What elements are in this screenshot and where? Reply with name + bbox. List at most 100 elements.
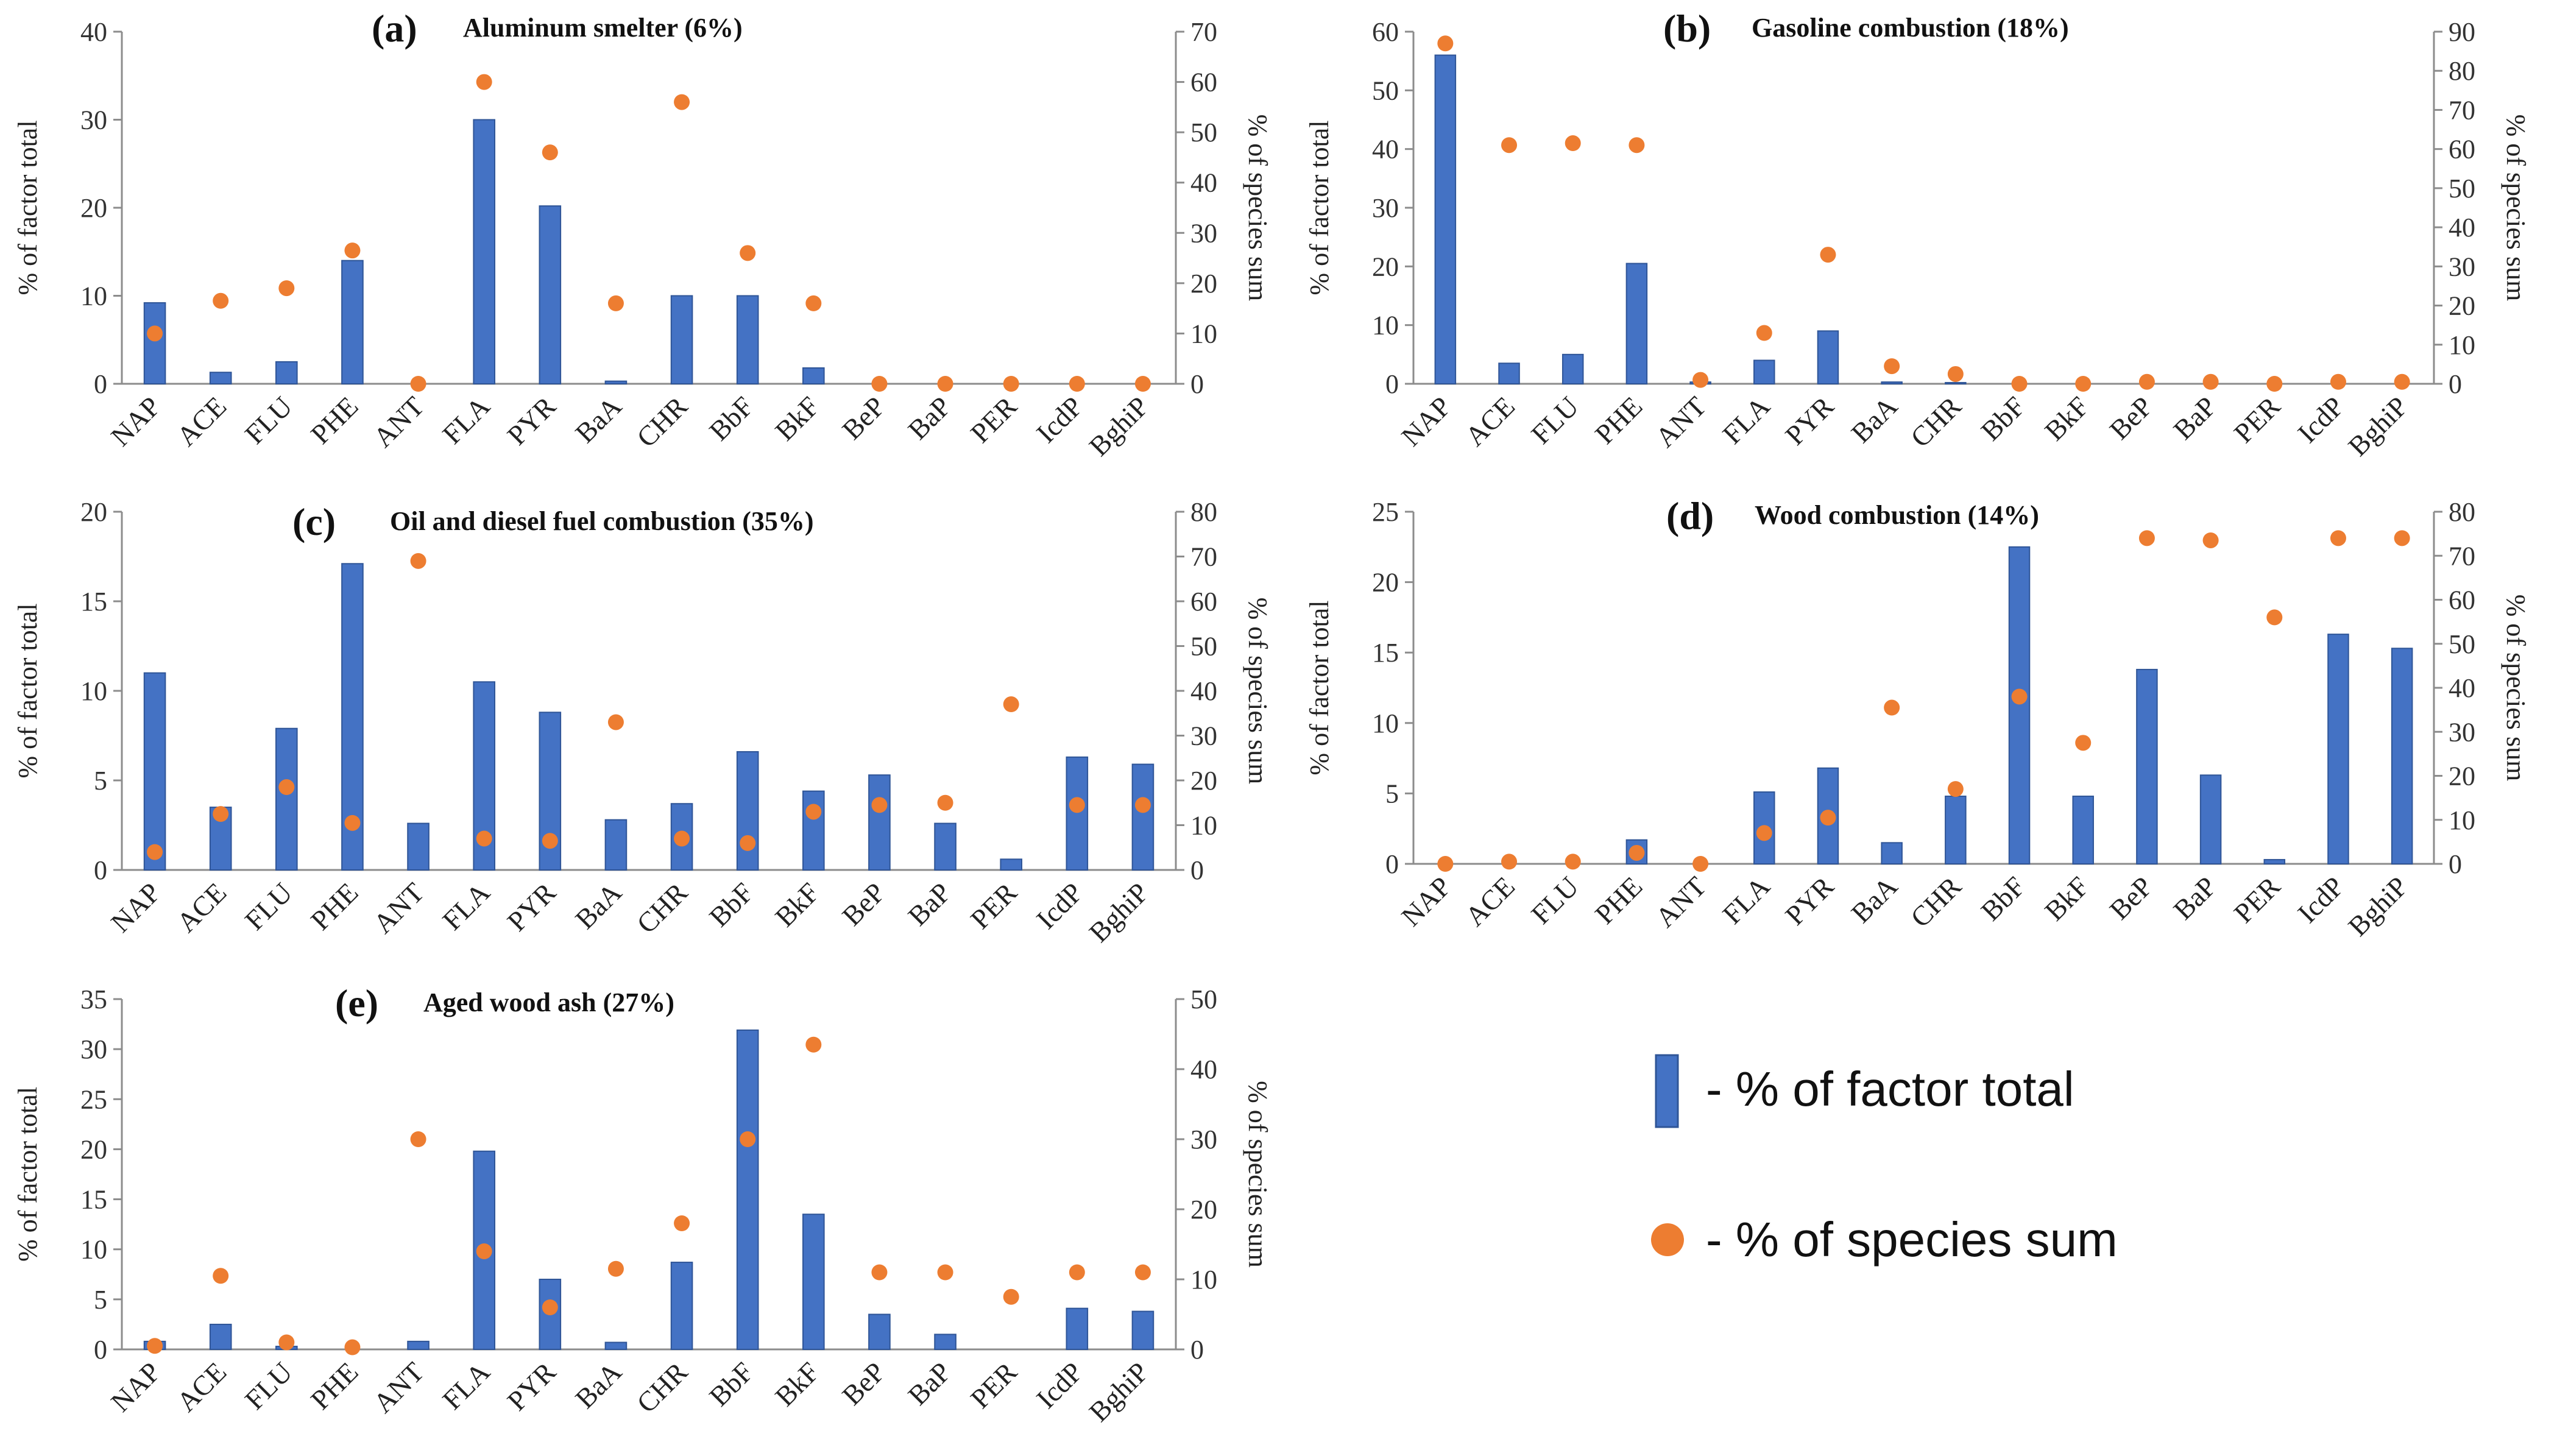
right-tick-label: 0 [2449,849,2462,879]
right-tick-label: 70 [2449,541,2475,571]
right-tick-label: 50 [1190,984,1217,1014]
x-tick-label: IcdP [2291,871,2350,929]
right-tick-label: 30 [2449,717,2475,747]
dot-PER [1003,1288,1019,1305]
left-tick-label: 30 [80,105,107,135]
left-tick-label: 0 [94,369,107,399]
left-tick-label: 10 [80,1235,107,1265]
bar-PER [2263,859,2286,864]
right-tick-label: 40 [1190,676,1217,706]
panel-b: 0 10 20 30 40 50 60 0 10 20 30 40 50 60 70 80 90 % of fac… [1304,7,2531,462]
dot-IcdP [1069,797,1085,813]
dot-BghiP [1134,797,1151,813]
left-tick-label: 25 [1372,497,1399,527]
left-tick-label: 25 [80,1084,107,1114]
dot-BbF [740,835,756,851]
left-tick-label: 5 [94,766,107,796]
x-tick-label: BbF [703,391,759,447]
panel-letter: (e) [335,981,378,1025]
panel-title: Oil and diesel fuel combustion (35%) [390,506,814,536]
left-tick-label: 60 [1372,17,1399,47]
bar-BkF [802,790,825,871]
bar-PHE [1625,263,1648,384]
x-tick-label: FLA [436,391,496,450]
left-axis-label: % of factor total [13,1087,43,1262]
panel-e: 0 5 10 15 20 25 30 35 0 10 20 30 40 50 % of factor tot… [13,981,1273,1427]
right-axis-label: % of species sum [1243,115,1273,302]
right-tick-label: 30 [1190,1125,1217,1154]
right-tick-label: 50 [1190,632,1217,662]
panel-letter: (c) [292,500,336,543]
dot-NAP [147,1338,163,1354]
left-axis-label: % of factor total [13,120,43,295]
dot-FLU [278,1334,295,1351]
bar-BaP [934,822,957,871]
left-tick-label: 10 [1372,709,1399,738]
dot-BghiP [2394,373,2410,390]
panel-letter: (d) [1666,494,1714,537]
x-tick-label: FLU [239,877,299,936]
x-tick-label: PER [964,391,1023,449]
x-tick-label: BeP [2104,871,2159,925]
panel-letter: (a) [372,7,417,50]
x-tick-label: PER [964,1356,1023,1415]
left-tick-label: 0 [94,1335,107,1365]
dot-PER [2266,376,2283,392]
right-axis-label: % of species sum [1243,598,1273,785]
right-tick-label: 60 [2449,585,2475,615]
left-tick-label: 15 [1372,638,1399,668]
right-tick-label: 0 [1190,855,1204,885]
right-tick-label: 90 [2449,17,2475,47]
bar-FLU [275,727,298,871]
panel-c: 0 5 10 15 20 0 10 20 30 40 50 60 70 80 % of factor tot… [13,497,1273,948]
right-axis-label: % of species sum [2501,595,2531,782]
x-tick-label: FLA [1716,871,1776,930]
dot-BeP [871,1264,888,1281]
x-tick-label: PER [2228,391,2286,449]
right-tick-label: 20 [1190,1195,1217,1225]
bar-ACE [209,372,232,385]
dot-BaA [607,1260,624,1277]
dot-BeP [2138,530,2155,546]
left-axis-label: % of factor total [1304,120,1334,295]
x-tick-label: ACE [1459,871,1521,932]
dot-BaP [2202,373,2219,390]
dot-ANT [1692,856,1709,872]
legend-dot-swatch [1651,1223,1684,1256]
right-tick-label: 0 [1190,369,1204,399]
x-tick-label: ANT [367,391,430,453]
bar-BghiP [2391,648,2413,865]
bar-BkF [802,367,825,384]
dot-PHE [344,242,361,259]
x-tick-label: BbF [703,877,759,933]
bar-BeP [2136,668,2158,864]
dot-BeP [2138,373,2155,390]
bar-PER [1000,858,1022,871]
x-tick-label: NAP [105,391,166,452]
right-tick-label: 30 [1190,218,1217,248]
left-tick-label: 10 [80,281,107,311]
right-tick-label: 70 [2449,95,2475,125]
left-tick-label: 10 [80,676,107,706]
dot-CHR [1947,781,1964,797]
x-tick-label: NAP [105,1356,166,1418]
x-tick-label: BghiP [1083,391,1155,462]
bar-NAP [143,302,166,384]
dot-PYR [1820,810,1836,826]
right-tick-label: 50 [2449,629,2475,659]
x-tick-label: PYR [501,1356,562,1417]
dot-BghiP [1134,376,1151,392]
bar-BaA [1881,381,1903,384]
bar-CHR [1945,796,1967,865]
dot-BkF [2075,376,2092,392]
dot-BkF [805,1036,822,1053]
left-tick-label: 5 [94,1285,107,1315]
x-tick-label: ANT [367,1356,430,1419]
bar-BkF [2072,796,2094,865]
bar-PYR [1817,330,1839,384]
bar-FLU [275,361,298,384]
x-tick-label: BkF [769,877,825,933]
x-tick-label: PHE [1589,871,1649,930]
left-tick-label: 50 [1372,76,1399,105]
